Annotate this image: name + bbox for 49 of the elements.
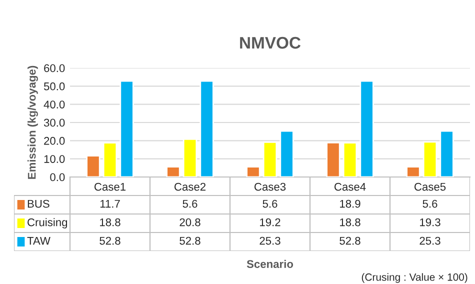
- y-tick-label: 50.0: [44, 82, 65, 90]
- x-tick-label: Case3: [254, 182, 286, 191]
- bar: [326, 142, 340, 177]
- bar: [280, 130, 294, 177]
- x-tick-label: Case1: [94, 182, 126, 191]
- y-tick-label: 30.0: [44, 118, 65, 127]
- bar: [262, 141, 278, 177]
- bar: [440, 130, 454, 177]
- bar: [86, 155, 100, 177]
- bar: [342, 142, 358, 177]
- data-label: 5.6: [262, 200, 278, 208]
- data-label: 25.3: [420, 236, 440, 245]
- y-tick-label: 0.0: [50, 173, 65, 182]
- data-label: 52.8: [100, 236, 120, 245]
- data-label: 18.8: [340, 218, 360, 226]
- text: (Crusing : Value × 100): [362, 273, 468, 283]
- bar: [360, 80, 374, 177]
- data-label: 18.9: [340, 200, 360, 208]
- legend-label: BUS: [28, 200, 50, 208]
- data-label: 5.6: [422, 200, 438, 208]
- y-axis-title: Emission (kg/voyage): [28, 66, 38, 179]
- text: Scenario: [246, 260, 294, 268]
- bar: [120, 80, 134, 177]
- legend-label: TAW: [27, 236, 50, 245]
- data-label: 20.8: [180, 218, 200, 226]
- data-label: 52.8: [180, 236, 200, 245]
- x-tick-label: Case2: [174, 182, 206, 191]
- data-label: 18.8: [100, 218, 120, 226]
- chart-title: NMVOC: [240, 36, 301, 49]
- data-label: 25.3: [260, 236, 280, 245]
- data-label: 19.3: [420, 218, 440, 226]
- bar: [422, 141, 438, 177]
- y-tick-label: 10.0: [44, 155, 65, 163]
- data-label: 5.6: [182, 200, 198, 208]
- y-tick-label: 40.0: [44, 100, 65, 108]
- bar: [406, 166, 420, 177]
- data-label: 11.7: [100, 200, 120, 208]
- bar: [246, 166, 260, 177]
- legend-label: Cruising: [28, 218, 68, 228]
- x-tick-label: Case5: [414, 182, 446, 191]
- bar: [102, 142, 118, 177]
- data-label: 19.2: [260, 218, 280, 226]
- y-tick-label: 60.0: [44, 64, 65, 72]
- bar: [166, 166, 180, 177]
- x-tick-label: Case4: [334, 182, 366, 191]
- bar: [200, 80, 214, 177]
- bar: [182, 138, 198, 177]
- y-tick-label: 20.0: [44, 136, 65, 145]
- data-label: 52.8: [340, 236, 360, 245]
